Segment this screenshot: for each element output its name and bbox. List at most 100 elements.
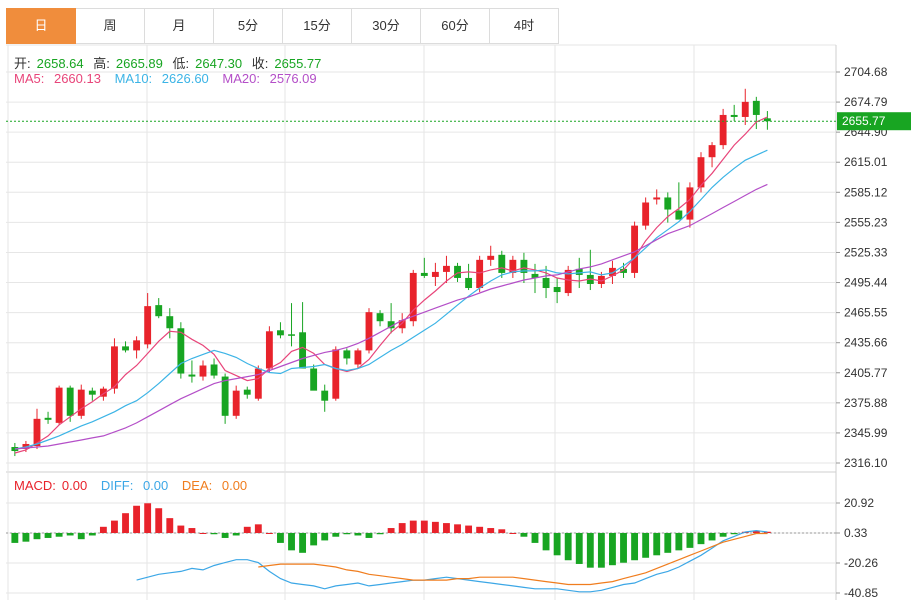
candle-body — [365, 312, 373, 351]
macd-bar — [354, 533, 362, 536]
tab-week[interactable]: 周 — [76, 8, 145, 44]
candle-body — [763, 118, 771, 122]
close-value: 2655.77 — [274, 56, 322, 71]
candle-body — [177, 328, 185, 374]
y-tick-label: 2495.44 — [844, 276, 888, 290]
diff-label: DIFF: — [100, 478, 134, 493]
ma10-value: 2626.60 — [161, 71, 209, 86]
macd-tick-label: 0.33 — [844, 526, 868, 540]
tab-15min[interactable]: 15分 — [283, 8, 352, 44]
candle-body — [631, 225, 639, 273]
candle-body — [77, 389, 85, 416]
candle-body — [188, 374, 196, 377]
candle-body — [144, 306, 152, 345]
macd-bar — [653, 533, 661, 556]
candle-body — [44, 417, 52, 420]
macd-bar — [454, 524, 461, 533]
macd-bar — [520, 533, 528, 537]
ohlc-readout: 开: 2658.64 高: 2665.89 低: 2647.30 收: 2655.77 — [14, 53, 327, 72]
macd-bar — [664, 533, 672, 553]
ma5-value: 2660.13 — [53, 71, 101, 86]
tab-60min[interactable]: 60分 — [421, 8, 490, 44]
macd-bar — [476, 526, 484, 533]
macd-bar — [719, 533, 727, 537]
macd-bar — [398, 523, 406, 533]
y-tick-label: 2345.99 — [844, 426, 888, 440]
tab-month[interactable]: 月 — [145, 8, 214, 44]
candle-body — [33, 418, 41, 446]
candle-body — [166, 316, 174, 329]
ma10-label: MA10: — [114, 71, 153, 86]
candle-body — [55, 387, 63, 423]
candle-body — [697, 157, 705, 188]
macd-bar — [155, 508, 163, 533]
dea-value: 0.00 — [221, 478, 248, 493]
macd-bar — [575, 533, 583, 564]
low-value: 2647.30 — [195, 56, 243, 71]
ma-readout: MA5: 2660.13 MA10: 2626.60 MA20: 2576.09 — [14, 71, 323, 86]
macd-bar — [431, 521, 439, 533]
candle-body — [443, 265, 450, 272]
dea-label: DEA: — [181, 478, 213, 493]
macd-bar — [33, 533, 41, 540]
y-tick-label: 2615.01 — [844, 155, 888, 169]
macd-bar — [144, 503, 152, 533]
candle-body — [310, 368, 318, 391]
y-tick-label: 2435.66 — [844, 336, 888, 350]
macd-bar — [553, 533, 561, 556]
candle-body — [465, 277, 473, 289]
candle-body — [354, 350, 362, 365]
candle-body — [376, 313, 384, 322]
candle-body — [155, 305, 163, 317]
y-tick-label: 2585.12 — [844, 185, 888, 199]
candle-body — [88, 390, 96, 395]
candle-body — [509, 259, 517, 273]
macd-bar — [111, 520, 118, 533]
macd-label: MACD: — [14, 478, 56, 493]
candle-body — [653, 197, 661, 200]
tab-30min[interactable]: 30分 — [352, 8, 421, 44]
candle-body — [122, 346, 129, 351]
macd-bar — [542, 533, 550, 551]
candle-body — [288, 334, 295, 336]
ma20-value: 2576.09 — [269, 71, 317, 86]
y-tick-label: 2375.88 — [844, 396, 888, 410]
macd-bar — [675, 533, 683, 551]
macd-readout: MACD: 0.00 DIFF: 0.00 DEA: 0.00 — [14, 478, 253, 493]
period-tabs: 日 周 月 5分 15分 30分 60分 4时 — [6, 8, 559, 44]
open-label: 开: — [14, 56, 31, 71]
y-tick-label: 2316.10 — [844, 456, 888, 470]
tab-4hour[interactable]: 4时 — [490, 8, 559, 44]
candle-body — [66, 387, 74, 416]
macd-bar — [586, 533, 594, 568]
macd-bar — [166, 518, 174, 533]
macd-value: 0.00 — [61, 478, 88, 493]
candle-body — [343, 350, 351, 359]
candle-body — [299, 332, 307, 369]
macd-bar — [265, 533, 273, 534]
candle-body — [476, 259, 484, 289]
macd-bar — [299, 533, 307, 553]
macd-bar — [597, 533, 605, 568]
macd-bar — [609, 533, 616, 566]
candle-body — [708, 145, 716, 158]
macd-bar — [564, 533, 572, 561]
tab-day[interactable]: 日 — [6, 8, 76, 44]
candle-body — [133, 340, 141, 351]
macd-bar — [210, 533, 218, 535]
tab-5min[interactable]: 5分 — [214, 8, 283, 44]
diff-value: 0.00 — [142, 478, 169, 493]
ma5-label: MA5: — [14, 71, 45, 86]
ma20-label: MA20: — [222, 71, 260, 86]
macd-bar — [44, 533, 52, 538]
last-price-box — [837, 112, 911, 131]
macd-bar — [243, 526, 251, 533]
y-tick-label: 2525.33 — [844, 245, 888, 259]
candle-body — [741, 101, 749, 117]
diff-line — [136, 529, 768, 593]
candle-body — [454, 265, 461, 278]
dea-line — [258, 532, 768, 586]
macd-bar — [254, 524, 262, 533]
candle-body — [99, 388, 107, 397]
